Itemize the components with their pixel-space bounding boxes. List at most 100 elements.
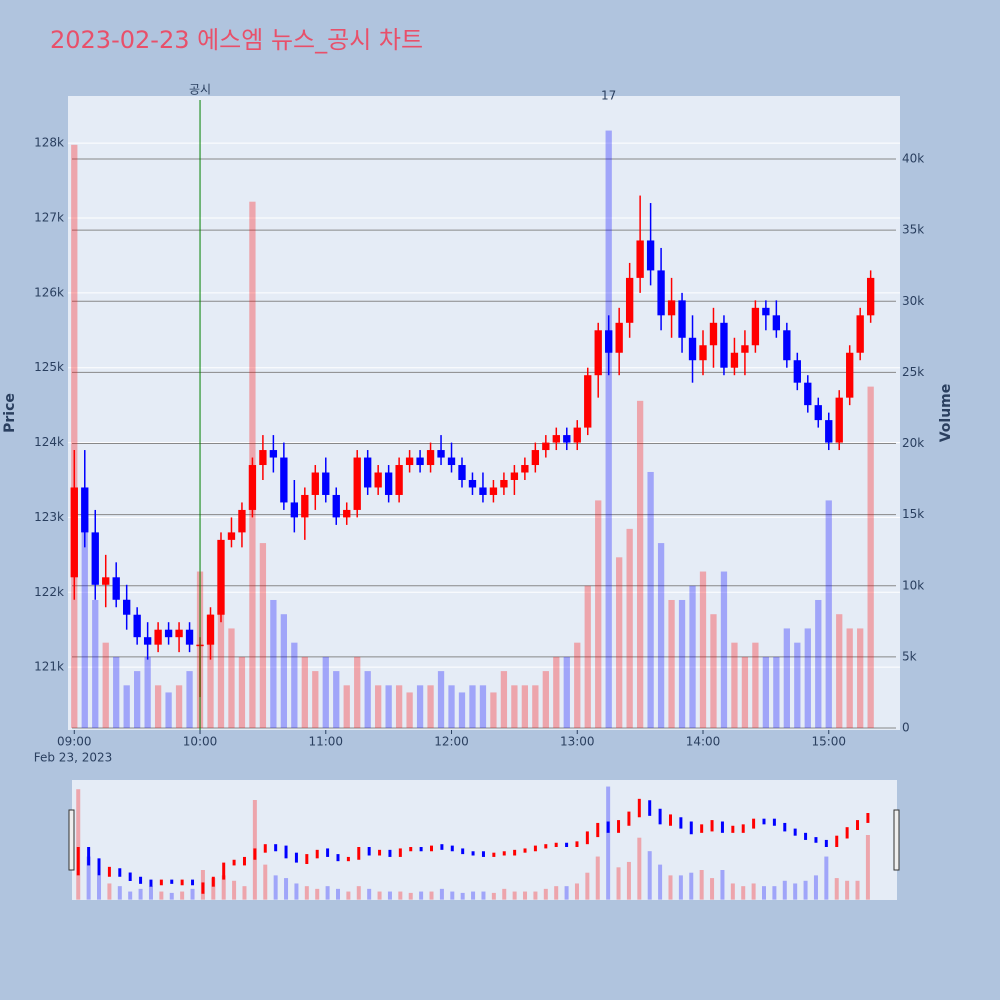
candle-body [269, 450, 278, 458]
slider-volume-bar [471, 891, 476, 900]
candle-body [301, 494, 309, 518]
candle-body [657, 270, 665, 316]
candle-body [856, 315, 864, 353]
slider-volume-bar [647, 851, 652, 900]
volume-bar [783, 628, 790, 729]
candle-body [143, 637, 152, 645]
volume-bar [553, 656, 560, 729]
slider-volume-bar [512, 891, 517, 900]
candle-body [416, 457, 424, 466]
x-tick-label: 09:00 [57, 735, 92, 749]
range-slider[interactable] [72, 780, 897, 900]
slider-volume-bar [782, 880, 787, 900]
y2-tick-label: 20k [902, 436, 924, 450]
slider-volume-bar [356, 886, 361, 900]
candle-body [531, 450, 540, 466]
slider-volume-bar [626, 861, 631, 900]
slider-volume-bar [845, 880, 850, 900]
candle-body [217, 539, 225, 615]
candle-body [227, 532, 236, 540]
candle-body [814, 405, 822, 421]
x-date-label: Feb 23, 2023 [34, 751, 113, 765]
slider-volume-bar [325, 886, 330, 900]
range-handle[interactable] [68, 809, 75, 871]
y-tick-label: 127k [34, 211, 64, 225]
range-handle[interactable] [893, 809, 900, 871]
volume-bar [301, 656, 308, 729]
volume-bar [605, 130, 612, 729]
candle-body [70, 487, 78, 578]
volume-bar [616, 557, 623, 729]
slider-volume-bar [720, 870, 725, 900]
volume-bar [375, 685, 382, 729]
volume-bar [867, 386, 874, 729]
slider-volume-bar [658, 864, 663, 900]
slider-volume-bar [284, 878, 289, 900]
candle-body [437, 450, 445, 458]
candle-body [521, 465, 529, 473]
slider-volume-bar [574, 883, 579, 900]
candle-body [238, 509, 246, 533]
volume-bar [448, 685, 455, 729]
candle-body [374, 472, 382, 488]
candle-body [154, 629, 162, 645]
slider-volume-bar [689, 872, 694, 900]
volume-bar [815, 599, 822, 729]
volume-bar [773, 656, 780, 729]
candle-body [594, 330, 602, 376]
slider-volume-bar [429, 891, 434, 900]
candle-body [395, 465, 403, 495]
candle-body [133, 614, 141, 638]
volume-bar [710, 614, 717, 729]
candle-body [332, 494, 340, 518]
volume-bar [165, 692, 172, 729]
x-tick-label: 12:00 [434, 735, 469, 749]
candle-body [510, 472, 519, 480]
candle-body [206, 614, 215, 645]
plot-area [68, 96, 900, 730]
volume-bar [270, 599, 277, 729]
volume-bar [731, 642, 738, 729]
volume-bar [794, 642, 801, 729]
y2-tick-label: 0 [902, 721, 910, 735]
volume-bar [469, 685, 476, 729]
slider-volume-bar [543, 888, 548, 900]
candle-body [825, 420, 833, 443]
x-tick-label: 15:00 [811, 735, 846, 749]
y-tick-label: 122k [34, 585, 64, 599]
volume-bar [280, 614, 288, 729]
slider-volume-bar [346, 891, 351, 900]
slider-volume-bar [159, 891, 164, 900]
candle-body [248, 465, 257, 510]
slider-volume-bar [460, 892, 465, 900]
candle-body [175, 629, 183, 638]
slider-volume-bar [772, 886, 777, 900]
slider-volume-bar [128, 891, 133, 900]
y2-tick-label: 25k [902, 365, 924, 379]
candle-body [458, 465, 466, 480]
slider-volume-bar [263, 864, 268, 900]
x-tick-label: 14:00 [686, 735, 721, 749]
candle-body [636, 240, 644, 278]
candle-body [123, 599, 131, 615]
volume-bar [113, 656, 120, 729]
slider-volume-bar [564, 886, 569, 900]
slider-volume-bar [76, 789, 81, 900]
candle-body [804, 382, 812, 406]
y2-tick-label: 35k [902, 223, 924, 237]
candle-body [552, 435, 560, 443]
candle-body [343, 509, 351, 518]
volume-bar [479, 685, 487, 729]
volume-bar [668, 599, 675, 729]
volume-bar [804, 628, 811, 729]
candle-body [846, 352, 854, 398]
slider-volume-bar [315, 888, 320, 900]
slider-volume-bar [419, 891, 424, 900]
volume-bar [322, 656, 329, 729]
volume-bar [458, 692, 466, 729]
slider-volume-bar [824, 856, 829, 900]
volume-bar [416, 685, 424, 729]
volume-bar [521, 685, 529, 729]
candle-body [259, 450, 267, 466]
volume-bar [657, 543, 665, 729]
